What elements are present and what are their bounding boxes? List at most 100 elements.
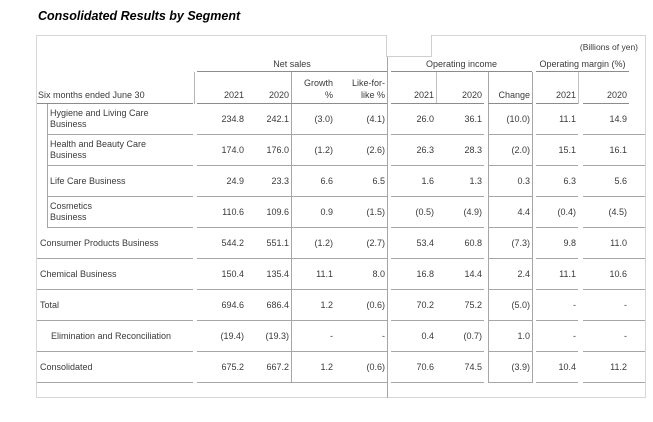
cell-net-sales-2021: 234.8 [197,104,246,135]
cell-operating-income-2021: 0.4 [391,321,436,352]
row-label: Consolidated [37,352,193,383]
cell-margin-2020: 14.9 [583,104,629,135]
row-right-pad [629,321,645,352]
cell-net-sales-2020: 242.1 [246,104,291,135]
cell-operating-income-2021: 70.6 [391,352,436,383]
row-right-pad [629,259,645,290]
cell-growth-pct: (1.2) [291,135,335,166]
cell-net-sales-2020: 135.4 [246,259,291,290]
page-title: Consolidated Results by Segment [38,9,241,23]
header-net-sales-2020: 2020 [246,72,291,104]
header-margin-2021: 2021 [536,72,578,104]
header-margin-2020: 2020 [583,72,629,104]
cell-change: (2.0) [488,135,532,166]
row-label: Health and Beauty Care Business [47,135,193,166]
row-right-pad [629,228,645,259]
cell-operating-income-2020: 60.8 [436,228,484,259]
cell-like-for-like-pct: (2.7) [335,228,387,259]
cell-margin-2020: 16.1 [583,135,629,166]
cell-like-for-like-pct: (1.5) [335,197,387,228]
cell-margin-2021: 6.3 [536,166,578,197]
cell-operating-income-2021: (0.5) [391,197,436,228]
header-operating-income-2021: 2021 [391,72,436,104]
cell-margin-2020: - [583,290,629,321]
cell-change: 4.4 [488,197,532,228]
row-label-line1: Elimination and Reconciliation [51,330,172,341]
cell-operating-income-2020: 28.3 [436,135,484,166]
row-indent-spacer [37,104,47,135]
cell-net-sales-2020: (19.3) [246,321,291,352]
cell-growth-pct: - [291,321,335,352]
row-right-pad [629,104,645,135]
cell-operating-income-2020: (0.7) [436,321,484,352]
cell-net-sales-2020: 667.2 [246,352,291,383]
cell-net-sales-2020: 23.3 [246,166,291,197]
row-label: Life Care Business [47,166,193,197]
cell-margin-2021: 9.8 [536,228,578,259]
row-label: Cosmetics Business [47,197,193,228]
row-label-line1: Life Care Business [50,175,126,186]
column-group-net-sales: Net sales [197,58,387,72]
unit-note: (Billions of yen) [579,42,638,52]
period-label: Six months ended June 30 [37,72,193,104]
results-table: (Billions of yen) Net sales Operating in… [36,35,646,398]
top-border-notch [386,35,432,57]
cell-operating-income-2021: 70.2 [391,290,436,321]
cell-operating-income-2021: 1.6 [391,166,436,197]
header-growth-line1: Growth [303,78,333,88]
cell-change: (3.9) [488,352,532,383]
cell-like-for-like-pct: - [335,321,387,352]
cell-margin-2020: - [583,321,629,352]
margin-year-rule [578,72,579,104]
cell-like-for-like-pct: (0.6) [335,352,387,383]
row-label-line2: Business [50,212,87,222]
cell-operating-income-2020: 14.4 [436,259,484,290]
cell-growth-pct: 1.2 [291,290,335,321]
margin-panel-rule [532,72,533,383]
row-label-line2: Business [50,119,87,129]
cell-operating-income-2021: 16.8 [391,259,436,290]
header-net-sales-2021: 2021 [197,72,246,104]
cell-net-sales-2021: 24.9 [197,166,246,197]
cell-change: (10.0) [488,104,532,135]
row-right-pad [629,290,645,321]
row-right-pad [629,166,645,197]
cell-operating-income-2020: 75.2 [436,290,484,321]
column-group-operating-income: Operating income [391,58,532,72]
cell-like-for-like-pct: (0.6) [335,290,387,321]
cell-change: (5.0) [488,290,532,321]
label-column-rule [194,72,195,104]
cell-margin-2021: 15.1 [536,135,578,166]
cell-margin-2020: 11.0 [583,228,629,259]
cell-operating-income-2021: 26.3 [391,135,436,166]
cell-net-sales-2020: 686.4 [246,290,291,321]
cell-net-sales-2020: 551.1 [246,228,291,259]
header-operating-income-2020: 2020 [436,72,484,104]
row-label-line1: Consumer Products Business [40,237,159,248]
cell-operating-income-2020: 74.5 [436,352,484,383]
header-like-for-like-pct: Like-for- like % [335,72,387,104]
cell-net-sales-2021: 675.2 [197,352,246,383]
header-like-line2: like % [360,90,385,100]
cell-growth-pct: 0.9 [291,197,335,228]
cell-growth-pct: (1.2) [291,228,335,259]
cell-change: 1.0 [488,321,532,352]
panel-divider-rule [387,57,388,398]
cell-margin-2020: 11.2 [583,352,629,383]
row-indent-spacer [37,135,47,166]
row-indent-spacer [37,166,47,197]
header-change: Change [488,72,532,104]
row-label: Hygiene and Living Care Business [47,104,193,135]
row-right-pad [629,135,645,166]
row-label-line1: Health and Beauty Care [50,139,147,149]
cell-change: (7.3) [488,228,532,259]
cell-net-sales-2021: 174.0 [197,135,246,166]
indent-rule [47,104,48,228]
row-label-line1: Total [40,299,60,310]
cell-operating-income-2020: (4.9) [436,197,484,228]
header-like-line1: Like-for- [351,78,385,88]
cell-growth-pct: (3.0) [291,104,335,135]
row-label: Consumer Products Business [37,228,193,259]
cell-margin-2021: 11.1 [536,104,578,135]
cell-net-sales-2021: 544.2 [197,228,246,259]
